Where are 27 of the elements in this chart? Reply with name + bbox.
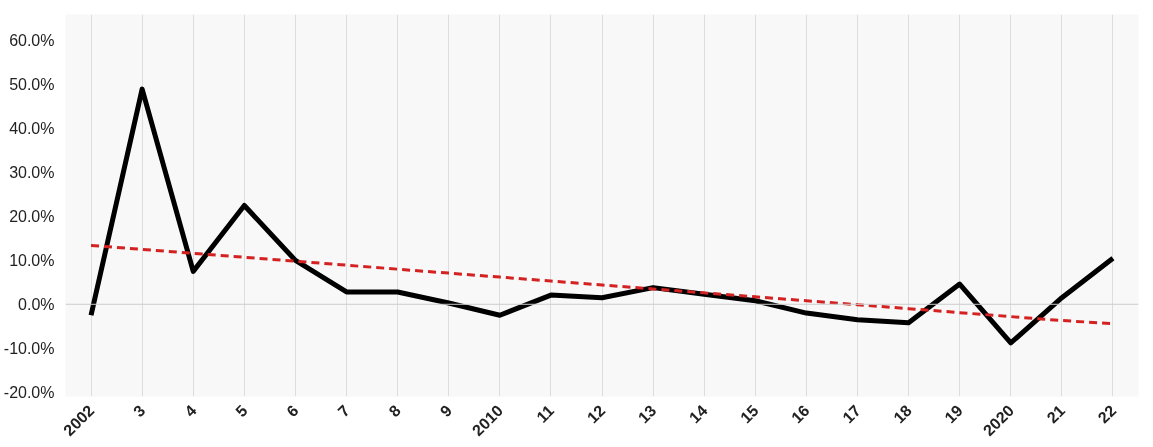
x-tick-label: 22 <box>1094 401 1120 427</box>
x-tick-label: 8 <box>385 401 405 421</box>
x-tick-label: 6 <box>283 401 302 421</box>
x-tick-label: 14 <box>685 401 711 427</box>
y-tick-label: 20.0% <box>9 207 55 225</box>
y-tick-label: 30.0% <box>9 164 55 182</box>
x-tick-label: 7 <box>334 401 353 421</box>
x-tick-label: 12 <box>583 401 609 427</box>
x-tick-label: 21 <box>1043 401 1069 427</box>
y-tick-label: -10.0% <box>3 339 55 357</box>
x-tick-label: 19 <box>941 401 967 427</box>
x-tick-label: 18 <box>890 401 916 427</box>
y-tick-label: 50.0% <box>9 76 55 94</box>
x-tick-label: 16 <box>788 401 813 427</box>
x-tick-label: 5 <box>232 401 251 421</box>
x-tick-label: 11 <box>533 401 558 426</box>
x-tick-label: 4 <box>181 401 200 421</box>
y-tick-label: 0.0% <box>18 295 55 313</box>
x-tick-label: 9 <box>436 401 456 421</box>
y-tick-label: 10.0% <box>9 251 55 269</box>
y-tick-label: -20.0% <box>3 383 55 401</box>
x-tick-label: 13 <box>634 401 660 427</box>
y-tick-label: 60.0% <box>9 32 55 50</box>
y-tick-label: 40.0% <box>9 120 55 138</box>
x-tick-label: 3 <box>130 401 149 421</box>
x-tick-label: 17 <box>839 401 864 427</box>
x-tick-label: 15 <box>737 401 762 427</box>
